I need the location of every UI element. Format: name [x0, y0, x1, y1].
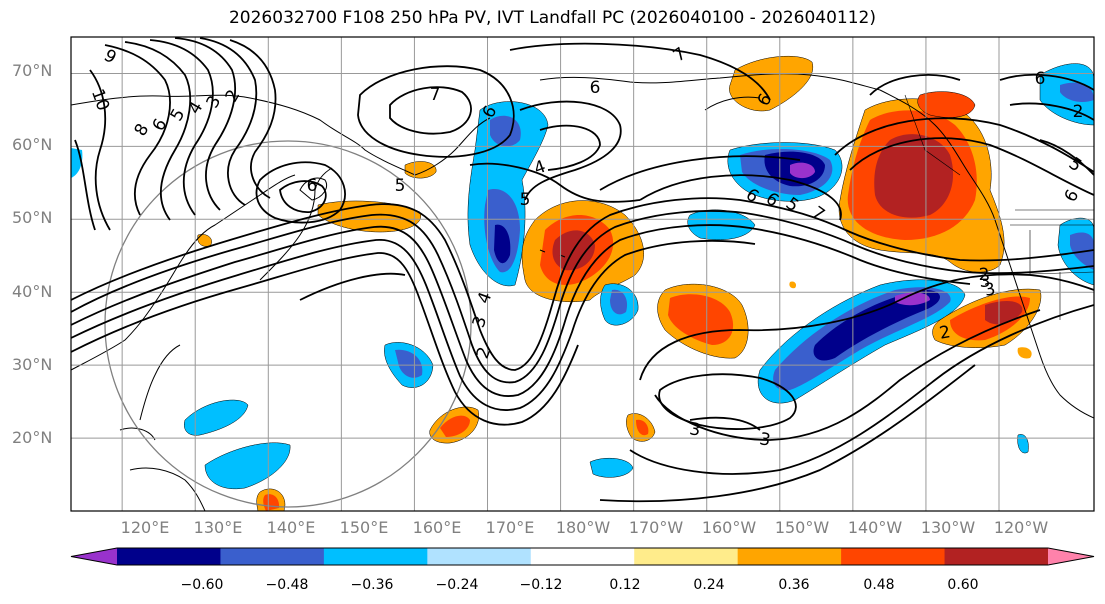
- colorbar-extension-min: [71, 548, 117, 565]
- lon-label: 120°E: [120, 518, 170, 537]
- contour-label: 2: [1073, 102, 1084, 122]
- lon-label: 130°E: [193, 518, 243, 537]
- contour-label: 6: [1035, 69, 1046, 89]
- colorbar-segment: [841, 548, 946, 565]
- contour-label: 6: [590, 78, 601, 98]
- colorbar-tick-label: 0.48: [863, 577, 895, 593]
- anomaly-positive: [917, 91, 976, 118]
- landfall-radius-circle: [104, 140, 472, 508]
- lat-label: 60°N: [12, 135, 53, 154]
- lon-label: 150°W: [774, 518, 830, 537]
- anomaly-positive: [440, 415, 470, 437]
- colorbar-segment: [427, 548, 532, 565]
- colorbar-tick-label: 0.60: [947, 577, 979, 593]
- colorbar-segment: [220, 548, 325, 565]
- contour-label: 6: [307, 176, 318, 196]
- anomaly-negative: [790, 162, 815, 179]
- lat-label: 30°N: [12, 355, 53, 374]
- colorbar-tick-label: −0.36: [350, 577, 394, 593]
- anomaly-negative: [1060, 82, 1094, 103]
- contour-label: 3: [688, 419, 702, 441]
- anomaly-positive: [636, 419, 649, 436]
- anomaly-negative: [589, 457, 634, 478]
- lon-label: 170°E: [485, 518, 535, 537]
- contour-label: 5: [395, 176, 406, 196]
- colorbar-extension-max: [1048, 548, 1094, 565]
- colorbar-tick-label: 0.36: [778, 577, 810, 593]
- lon-label: 160°W: [701, 518, 757, 537]
- colorbar-segment: [530, 548, 635, 565]
- lon-label: 140°W: [847, 518, 903, 537]
- colorbar-segment: [944, 548, 1049, 565]
- pv-contours: [71, 37, 1094, 503]
- colorbar-segment: [323, 548, 428, 565]
- contour-label: 7: [430, 85, 441, 105]
- colorbar-tick-label: −0.48: [265, 577, 309, 593]
- anomaly-positive: [404, 161, 437, 179]
- colorbar-segment: [634, 548, 739, 565]
- colorbar-segment: [737, 548, 842, 565]
- map-frame: [70, 36, 1095, 512]
- colorbar-tick-label: −0.60: [180, 577, 224, 593]
- anomaly-positive: [789, 281, 797, 289]
- anomaly-negative: [895, 292, 930, 306]
- lat-label: 70°N: [12, 61, 53, 80]
- lat-label: 50°N: [12, 208, 53, 227]
- contour-label: 3: [980, 272, 991, 292]
- lon-label: 160°E: [412, 518, 462, 537]
- lon-label: 140°E: [266, 518, 316, 537]
- lon-label: 150°E: [339, 518, 389, 537]
- lat-label: 20°N: [12, 428, 53, 447]
- colorbar: [70, 547, 1095, 566]
- contour-label: 3: [983, 279, 997, 301]
- colorbar-tick-label: 0.24: [693, 577, 725, 593]
- colorbar-tick-label: −0.12: [519, 577, 563, 593]
- contour-label: 5: [520, 190, 531, 210]
- lon-label: 120°W: [993, 518, 1049, 537]
- anomaly-negative: [813, 290, 940, 361]
- colorbar-tick-label: −0.24: [435, 577, 479, 593]
- colorbar-segment: [117, 548, 221, 565]
- anomaly-positive: [1017, 347, 1032, 359]
- anomaly-positive: [874, 134, 954, 218]
- colorbar-outline: [70, 547, 1095, 566]
- lon-label: 180°W: [555, 518, 611, 537]
- borders: [904, 94, 1094, 320]
- anomaly-negative: [610, 289, 628, 315]
- contour-label: 3: [758, 429, 772, 451]
- lat-label: 40°N: [12, 282, 53, 301]
- anomaly-positive: [668, 294, 734, 345]
- lon-label: 170°W: [628, 518, 684, 537]
- contour-label: 2: [938, 322, 952, 344]
- anomaly-negative: [395, 349, 423, 378]
- contour-label: 2: [979, 265, 990, 285]
- anomaly-negative: [184, 399, 249, 436]
- anomaly-negative: [1017, 434, 1029, 454]
- lon-label: 130°W: [920, 518, 976, 537]
- anomaly-positive: [985, 300, 1023, 325]
- map-title: 2026032700 F108 250 hPa PV, IVT Landfall…: [228, 8, 876, 28]
- colorbar-tick-label: 0.12: [609, 577, 641, 593]
- anomaly-negative: [494, 224, 511, 264]
